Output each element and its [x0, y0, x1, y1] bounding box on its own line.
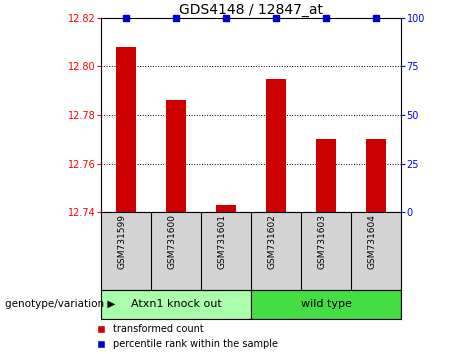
Bar	[116, 47, 136, 212]
Text: GSM731601: GSM731601	[217, 214, 226, 269]
Text: GSM731599: GSM731599	[118, 214, 126, 269]
Bar	[101, 290, 251, 319]
Text: GSM731604: GSM731604	[367, 214, 376, 269]
Legend: transformed count, percentile rank within the sample: transformed count, percentile rank withi…	[97, 324, 278, 349]
Text: GSM731602: GSM731602	[267, 214, 276, 269]
Bar	[251, 290, 401, 319]
Text: wild type: wild type	[301, 299, 352, 309]
Bar	[316, 139, 336, 212]
Bar	[366, 139, 386, 212]
Text: Atxn1 knock out: Atxn1 knock out	[131, 299, 222, 309]
Bar	[266, 79, 286, 212]
Text: genotype/variation ▶: genotype/variation ▶	[5, 299, 115, 309]
Bar	[216, 205, 236, 212]
Text: GSM731600: GSM731600	[167, 214, 176, 269]
Bar	[166, 101, 186, 212]
Title: GDS4148 / 12847_at: GDS4148 / 12847_at	[179, 3, 323, 17]
Text: GSM731603: GSM731603	[317, 214, 326, 269]
